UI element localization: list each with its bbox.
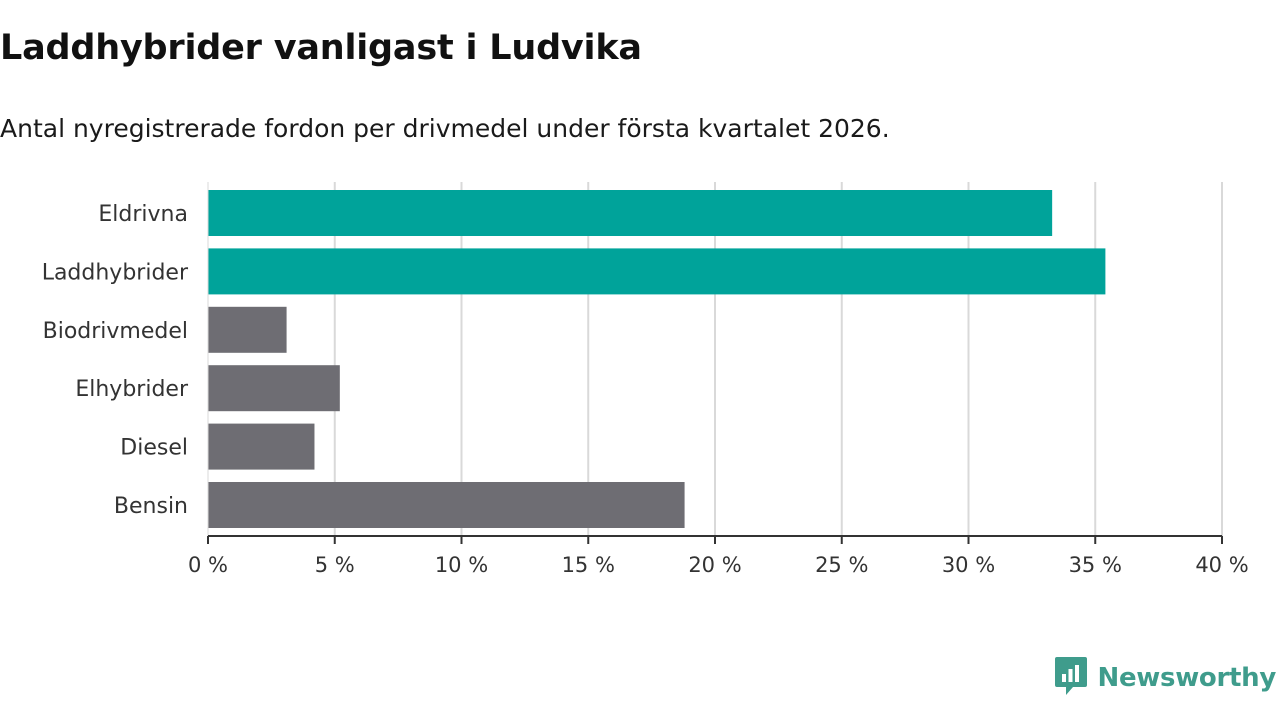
bar-eldrivna <box>208 190 1053 236</box>
newsworthy-logo-text: Newsworthy <box>1097 663 1277 693</box>
bars <box>208 190 1106 528</box>
category-label: Bensin <box>114 494 188 519</box>
category-labels: Eldrivna Laddhybrider Biodrivmedel Elhybrid… <box>42 202 189 519</box>
bar-bensin <box>208 482 685 528</box>
gridlines <box>333 182 1223 536</box>
x-tick-label: 30 % <box>942 553 995 577</box>
x-tick-label: 10 % <box>435 553 488 577</box>
x-tick-label: 15 % <box>562 553 615 577</box>
x-tick-label: 40 % <box>1195 553 1248 577</box>
bar-laddhybrider <box>208 248 1106 295</box>
x-tick-label: 5 % <box>315 553 355 577</box>
category-label: Biodrivmedel <box>43 319 188 344</box>
category-label: Eldrivna <box>98 202 188 227</box>
x-tick-label: 35 % <box>1069 553 1122 577</box>
bar-elhybrider <box>208 365 340 412</box>
x-tick-label: 0 % <box>188 553 228 577</box>
x-tick-label: 20 % <box>688 553 741 577</box>
category-label: Elhybrider <box>75 377 189 402</box>
category-label: Laddhybrider <box>42 260 189 285</box>
bar-diesel <box>208 423 315 470</box>
x-tick-label: 25 % <box>815 553 868 577</box>
chart-subtitle: Antal nyregistrerade fordon per drivmede… <box>0 114 890 143</box>
x-axis: 0 % 5 % 10 % 15 % 20 % 25 % 30 % 35 % 40 % <box>188 182 1249 577</box>
newsworthy-logo: Newsworthy <box>1054 656 1276 700</box>
newsworthy-logo-icon <box>1054 656 1088 700</box>
chart-title: Laddhybrider vanligast i Ludvika <box>0 28 642 68</box>
bar-biodrivmedel <box>208 306 287 353</box>
bar-chart: 0 % 5 % 10 % 15 % 20 % 25 % 30 % 35 % 40 % Eldri… <box>42 182 1249 577</box>
category-label: Diesel <box>120 436 188 461</box>
